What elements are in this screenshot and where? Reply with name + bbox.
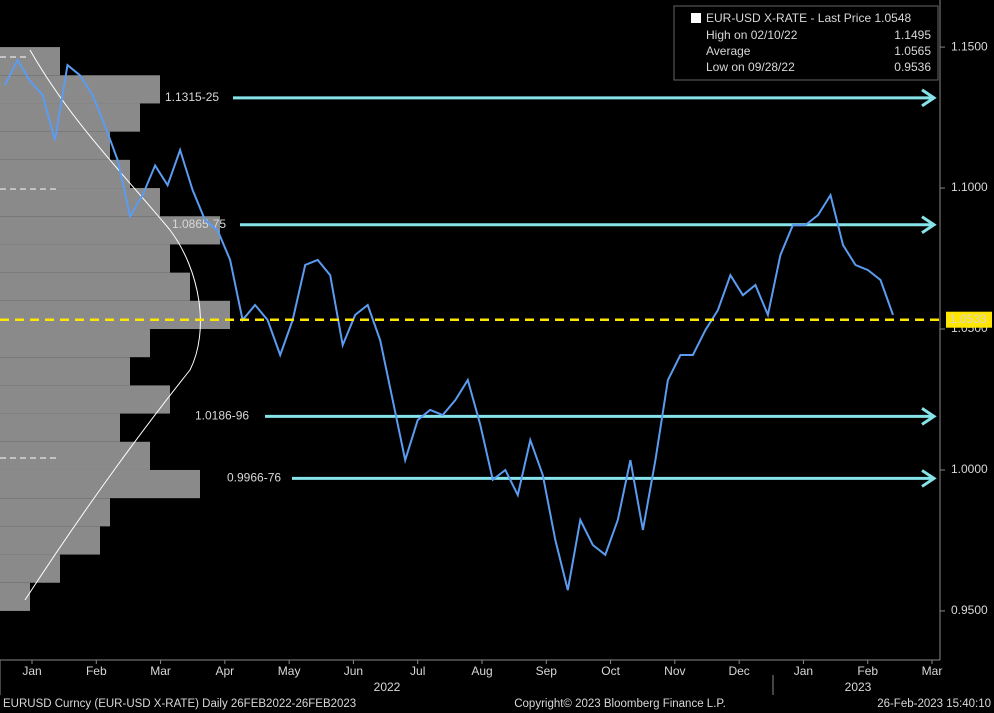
level-label: 1.1315-25 (165, 90, 219, 104)
level-arrow (921, 215, 937, 234)
profile-bar (0, 216, 220, 245)
x-tick-label: Feb (857, 664, 878, 678)
distribution-curve (24, 49, 201, 601)
level-label: 0.9966-76 (227, 471, 281, 485)
profile-bar (0, 75, 160, 104)
x-tick-label: Mar (922, 664, 943, 678)
legend-value: 1.1495 (894, 28, 931, 42)
x-tick-label: Apr (216, 664, 235, 678)
x-tick-label: Jun (344, 664, 363, 678)
year-label: 2023 (845, 680, 872, 694)
level-arrow (921, 407, 937, 426)
legend: EUR-USD X-RATE - Last Price 1.0548 High … (673, 5, 939, 81)
profile-bar (0, 385, 170, 414)
x-tick-label: Mar (150, 664, 171, 678)
level-arrow (921, 469, 937, 488)
profile-bar (0, 526, 100, 555)
year-label: 2022 (374, 680, 401, 694)
footer-left: EURUSD Curncy (EUR-USD X-RATE) Daily 26F… (3, 698, 356, 710)
x-tick-label: Dec (728, 664, 749, 678)
profile-bar (0, 159, 130, 189)
profile-bar (0, 357, 130, 386)
legend-value: 1.0565 (894, 44, 931, 58)
x-tick-label: Jan (22, 664, 41, 678)
y-tick-label: 0.9500 (951, 603, 988, 617)
level-label: 1.0186-96 (195, 409, 249, 423)
profile-bar (0, 413, 120, 442)
volume-profile (0, 47, 230, 611)
x-tick-label: Nov (664, 664, 685, 678)
profile-bar (0, 300, 230, 330)
x-tick-label: May (278, 664, 301, 678)
profile-bar (0, 582, 30, 611)
y-tick-label: 1.1000 (951, 180, 988, 194)
profile-bar (0, 47, 60, 76)
profile-bar (0, 469, 200, 499)
x-tick-label: Sep (536, 664, 558, 678)
legend-swatch (691, 13, 701, 23)
x-tick-label: Aug (471, 664, 492, 678)
profile-bar (0, 554, 60, 583)
x-tick-label: Oct (601, 664, 620, 678)
x-tick-label: Feb (86, 664, 107, 678)
level-label: 1.0865-75 (172, 217, 226, 231)
last-price-label: 1.0533 (950, 312, 987, 326)
last-price-tag (946, 311, 992, 328)
y-tick-label: 1.1500 (951, 39, 988, 53)
legend-title: EUR-USD X-RATE - Last Price 1.0548 (706, 11, 911, 25)
legend-label: High on 02/10/22 (706, 28, 798, 42)
profile-bar (0, 498, 110, 527)
y-tick-label: 1.0000 (951, 462, 988, 476)
profile-bar (0, 244, 170, 273)
legend-label: Low on 09/28/22 (706, 60, 795, 74)
legend-box (673, 5, 939, 81)
profile-bar (0, 188, 160, 217)
profile-bar (0, 272, 190, 301)
x-tick-label: Jul (410, 664, 425, 678)
footer-center: Copyright© 2023 Bloomberg Finance L.P. (514, 698, 726, 710)
profile-bar (0, 441, 150, 470)
profile-bar (0, 329, 150, 358)
legend-value: 0.9536 (894, 60, 931, 74)
price-line (4, 58, 894, 591)
plot: 1.1315-25 1.0865-75 1.0186-96 0.9966-76 (0, 58, 940, 591)
footer-right: 26-Feb-2023 15:40:10 (877, 698, 991, 710)
level-arrow (921, 88, 937, 108)
legend-label: Average (706, 44, 751, 58)
profile-bar (0, 103, 140, 132)
x-tick-label: Jan (794, 664, 813, 678)
